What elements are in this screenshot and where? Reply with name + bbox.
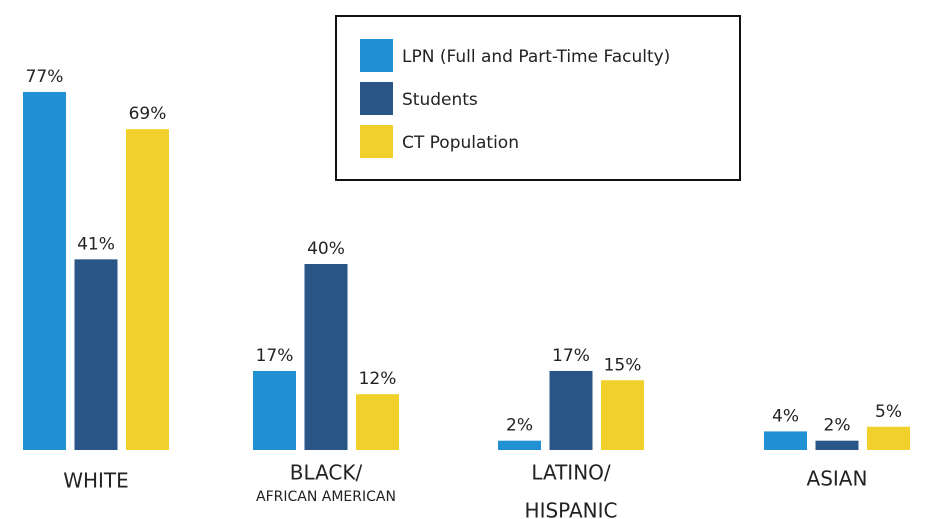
- value-label: 5%: [875, 402, 902, 422]
- category-sublabel: AFRICAN AMERICAN: [256, 489, 396, 505]
- bar: [867, 426, 910, 450]
- category-label: BLACK/: [290, 461, 363, 485]
- value-label: 2%: [506, 416, 533, 436]
- value-label: 40%: [307, 239, 345, 259]
- bar: [498, 440, 541, 450]
- legend-swatch: [360, 39, 393, 72]
- value-label: 15%: [604, 355, 642, 375]
- bar: [304, 264, 348, 450]
- bar: [601, 380, 644, 450]
- category-label: ASIAN: [807, 467, 868, 491]
- legend-label: LPN (Full and Part-Time Faculty): [402, 47, 670, 67]
- bar: [74, 259, 118, 450]
- value-label: 17%: [552, 346, 590, 366]
- value-label: 12%: [359, 369, 397, 389]
- value-label: 77%: [26, 67, 64, 87]
- legend-label: CT Population: [402, 133, 519, 153]
- category-label: LATINO/: [531, 461, 611, 485]
- bar: [23, 91, 66, 450]
- bar: [356, 394, 399, 450]
- bar: [126, 129, 169, 450]
- value-label: 4%: [772, 406, 799, 426]
- legend-box: [335, 15, 741, 181]
- value-label: 2%: [824, 416, 851, 436]
- bar: [764, 431, 807, 450]
- bar: [815, 440, 859, 450]
- value-label: 41%: [77, 234, 115, 254]
- category-label: WHITE: [63, 469, 129, 493]
- value-label: 69%: [129, 104, 167, 124]
- bar: [253, 370, 296, 450]
- legend-swatch: [360, 125, 393, 158]
- legend-label: Students: [402, 90, 478, 110]
- category-sublabel: HISPANIC: [525, 499, 618, 519]
- legend-swatch: [360, 82, 393, 115]
- bar: [549, 370, 593, 450]
- value-label: 17%: [256, 346, 294, 366]
